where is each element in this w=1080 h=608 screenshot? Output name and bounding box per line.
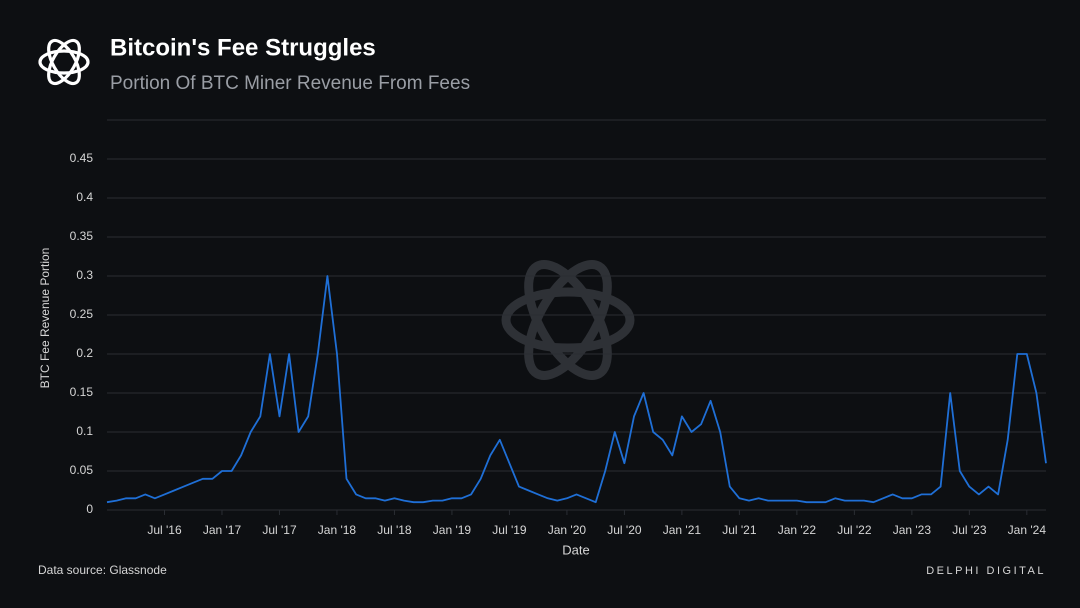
chart-title: Bitcoin's Fee Struggles: [110, 34, 376, 61]
x-tick-label: Jul '19: [492, 523, 527, 537]
brand: DELPHI DIGITAL: [926, 565, 1046, 577]
y-tick-label: 0.25: [70, 307, 94, 321]
watermark: [501, 260, 635, 380]
y-axis-label: BTC Fee Revenue Portion: [38, 248, 52, 389]
x-tick-label: Jan '22: [778, 523, 817, 537]
x-tick-label: Jul '23: [952, 523, 987, 537]
y-tick-label: 0.35: [70, 229, 94, 243]
x-tick-label: Jan '21: [663, 523, 702, 537]
x-tick-label: Jan '17: [203, 523, 242, 537]
x-tick-label: Jul '21: [722, 523, 757, 537]
source-note: Data source: Glassnode: [38, 563, 167, 577]
data-line: [106, 275, 1047, 504]
y-tick-label: 0.1: [76, 424, 93, 438]
chart-subtitle: Portion Of BTC Miner Revenue From Fees: [110, 73, 470, 94]
x-axis-label: Date: [562, 542, 589, 557]
x-tick-label: Jan '20: [548, 523, 587, 537]
x-tick-label: Jul '18: [377, 523, 412, 537]
y-tick-label: 0.05: [70, 463, 94, 477]
y-tick-label: 0.4: [76, 190, 93, 204]
x-tick-label: Jul '22: [837, 523, 872, 537]
y-tick-label: 0: [86, 502, 93, 516]
x-tick-label: Jan '24: [1008, 523, 1047, 537]
logo: [38, 38, 90, 86]
x-tick-label: Jul '16: [147, 523, 182, 537]
x-tick-label: Jan '18: [318, 523, 357, 537]
y-tick-label: 0.2: [76, 346, 93, 360]
y-tick-label: 0.45: [70, 151, 94, 165]
x-tick-label: Jan '19: [433, 523, 472, 537]
x-tick-label: Jan '23: [893, 523, 932, 537]
x-tick-label: Jul '17: [262, 523, 297, 537]
y-tick-label: 0.15: [70, 385, 94, 399]
x-tick-label: Jul '20: [607, 523, 642, 537]
y-tick-label: 0.3: [76, 268, 93, 282]
